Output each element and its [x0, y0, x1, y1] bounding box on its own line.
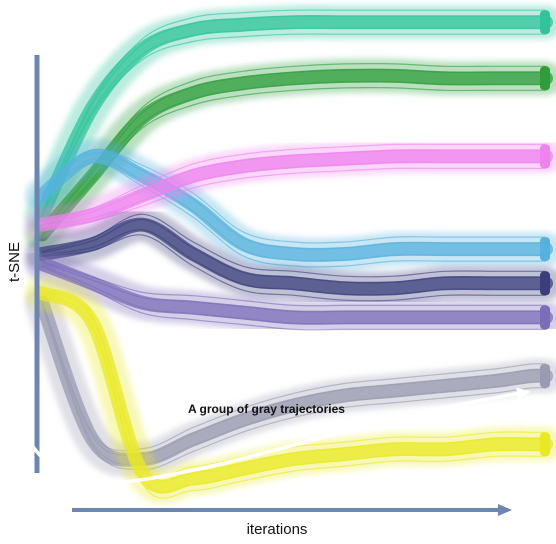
endpoint-marker-4 [540, 271, 550, 296]
trajectory-strand-3-1 [41, 149, 546, 225]
trajectory-strand-0-3 [41, 27, 546, 217]
annotation-arrow [15, 387, 531, 485]
trajectory-strand-2-0 [41, 148, 546, 244]
trajectory-strand-4-1 [41, 218, 546, 284]
trajectory-strand-5-4 [41, 265, 546, 331]
trajectory-line-0 [35, 15, 553, 222]
trajectory-strand-7-0 [41, 290, 546, 477]
endpoint-marker-1 [540, 66, 550, 91]
trajectory-strand-1-3 [41, 81, 546, 237]
trajectory-strand-3-0 [41, 143, 546, 223]
trajectory-line-3 [35, 149, 553, 232]
trajectory-bundles [25, 5, 556, 504]
trajectory-strand-5-0 [41, 260, 546, 307]
trajectory-strand-2-1 [41, 151, 546, 250]
annotation-text: A group of gray trajectories [188, 402, 345, 416]
trajectory-strand-6-4 [41, 304, 547, 471]
endpoint-marker-3 [540, 144, 550, 169]
trajectory-strand-7-3 [41, 293, 546, 493]
trajectory-line-7 [35, 286, 553, 494]
y-axis-label: t-SNE [6, 242, 23, 282]
trajectory-strand-3-3 [41, 161, 546, 227]
trajectory-strand-2-3 [41, 158, 546, 262]
trajectory-strand-7-1 [41, 291, 546, 482]
endpoint-strip [540, 10, 550, 457]
trajectory-strand-5-3 [41, 264, 546, 325]
trajectory-strand-0-0 [41, 9, 546, 213]
trajectory-strand-6-1 [41, 301, 547, 456]
trajectory-strand-4-0 [41, 213, 546, 278]
endpoint-marker-0 [540, 10, 550, 35]
trajectory-strand-1-4 [41, 87, 546, 238]
trajectory-strand-0-1 [41, 15, 546, 215]
trajectory-strand-4-3 [41, 229, 546, 296]
trajectory-line-2 [35, 148, 553, 262]
trajectory-strand-0-4 [41, 33, 547, 218]
endpoint-marker-6 [540, 364, 550, 388]
endpoint-marker-5 [540, 305, 550, 330]
trajectory-line-6 [35, 295, 553, 467]
trajectory-strand-1-1 [41, 69, 546, 234]
endpoint-marker-2 [540, 237, 550, 262]
trajectory-line-1 [35, 68, 553, 242]
trajectory-strand-6-3 [41, 303, 547, 465]
trajectory-strand-1-0 [41, 63, 546, 233]
endpoint-marker-7 [540, 432, 550, 457]
trajectory-line-5 [35, 256, 553, 325]
x-axis-label: iterations [247, 521, 308, 538]
trajectory-strand-7-4 [41, 294, 546, 499]
trajectory-strand-3-4 [41, 167, 546, 228]
trajectory-strand-5-1 [41, 262, 546, 313]
trajectory-strand-4-4 [41, 234, 546, 302]
trajectory-line-4 [35, 217, 553, 296]
